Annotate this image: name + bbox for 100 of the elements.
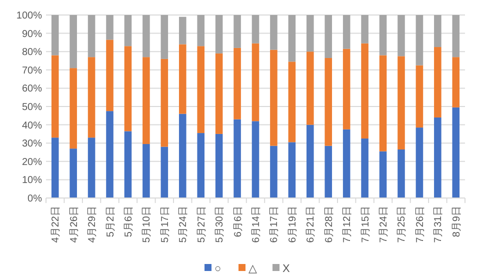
x-tick-label: 6月19日: [287, 206, 298, 243]
bar: [270, 50, 278, 146]
bar: [234, 119, 241, 198]
x-tick-label: 4月29日: [87, 206, 98, 243]
x-tick-label: 5月2日: [105, 206, 116, 238]
x-tick-label: 7月12日: [342, 206, 354, 243]
x-tick-label: 5月27日: [196, 206, 208, 243]
bar: [342, 48, 350, 130]
bar: [361, 138, 368, 198]
x-tick-label: 8月9日: [451, 206, 462, 238]
bar: [70, 15, 77, 68]
x-tick-label: 7月26日: [414, 206, 426, 243]
bar: [106, 111, 114, 198]
bar: [452, 57, 460, 108]
x-tick-label: 7月31日: [433, 206, 444, 243]
bar: [379, 15, 387, 56]
bar: [252, 15, 260, 44]
bar: [270, 146, 278, 198]
y-tick-label: 30%: [22, 138, 42, 150]
bar: [416, 15, 424, 66]
bar: [197, 15, 204, 46]
bar: [215, 53, 223, 134]
y-tick-label: 20%: [22, 156, 42, 168]
bar: [215, 15, 223, 54]
legend-label: ○: [214, 262, 222, 275]
x-tick-label: 5月30日: [214, 206, 226, 243]
bar: [361, 15, 368, 44]
bar: [434, 15, 442, 48]
bar: [142, 144, 150, 198]
legend-label: △: [248, 262, 258, 275]
bar: [124, 15, 132, 46]
bar: [398, 15, 405, 56]
x-tick-label: 4月26日: [68, 206, 80, 243]
bar: [88, 57, 96, 138]
bar: [234, 15, 241, 48]
bar: [416, 65, 424, 128]
bar: [124, 131, 132, 198]
bar: [88, 15, 96, 58]
y-tick-label: 50%: [22, 102, 42, 113]
x-tick-label: 6月6日: [232, 206, 244, 238]
bar: [160, 15, 168, 59]
bar: [342, 129, 350, 198]
bar: [306, 15, 314, 52]
bar: [252, 43, 260, 122]
x-tick-label: 4月22日: [50, 206, 62, 243]
x-tick-label: 6月17日: [269, 206, 280, 243]
bar: [70, 148, 77, 198]
bar: [324, 146, 332, 198]
bar: [342, 15, 350, 49]
bar: [306, 124, 314, 198]
bar: [215, 134, 223, 198]
bar: [306, 52, 314, 125]
bar: [160, 146, 168, 198]
bar: [379, 55, 387, 152]
bar: [452, 107, 460, 198]
bar: [288, 15, 296, 62]
bar: [197, 133, 204, 198]
x-tick-label: 5月10日: [142, 206, 153, 243]
bar: [361, 43, 368, 139]
bar: [324, 15, 332, 58]
bar: [142, 57, 150, 144]
bar: [324, 58, 332, 146]
y-tick-label: 40%: [22, 120, 42, 132]
x-tick-label: 6月28日: [324, 206, 335, 243]
bar: [270, 15, 278, 50]
bar: [288, 62, 296, 142]
y-tick-label: 10%: [22, 175, 42, 186]
bar: [288, 142, 296, 198]
bar: [70, 68, 77, 149]
x-tick-label: 7月15日: [360, 206, 372, 243]
bar: [398, 56, 405, 150]
bar: [197, 46, 204, 134]
x-tick-label: 5月17日: [160, 206, 171, 243]
bar: [51, 55, 59, 138]
bar: [452, 15, 460, 58]
bar: [178, 44, 186, 114]
bar: [416, 128, 424, 198]
y-tick-label: 90%: [22, 28, 42, 40]
bar: [379, 151, 387, 198]
x-tick-label: 6月21日: [306, 206, 317, 243]
x-tick-label: 7月24日: [378, 206, 390, 243]
bar: [106, 40, 114, 112]
y-tick-label: 70%: [22, 65, 42, 76]
legend-label: X: [282, 262, 290, 275]
bar: [178, 16, 186, 44]
y-tick-label: 0%: [28, 194, 42, 204]
bar: [160, 58, 168, 147]
bar: [51, 15, 59, 56]
x-tick-label: 5月6日: [123, 206, 134, 238]
bar: [178, 114, 186, 198]
y-tick-label: 80%: [22, 47, 42, 58]
bar: [142, 15, 150, 58]
bar: [434, 47, 442, 118]
x-tick-label: 7月25日: [396, 206, 408, 243]
bar: [398, 150, 405, 198]
bar: [106, 15, 114, 40]
x-tick-label: 5月24日: [178, 206, 190, 243]
bar: [234, 48, 241, 120]
y-tick-label: 60%: [22, 84, 42, 95]
bar: [252, 121, 260, 198]
